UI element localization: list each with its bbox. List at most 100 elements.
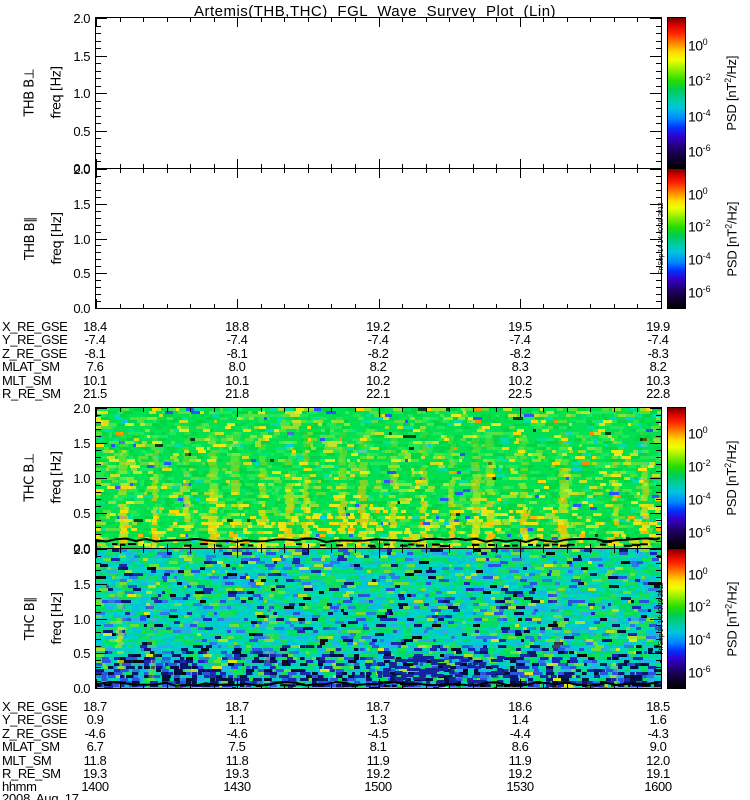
colorbar-tick-label: 10-6 [688, 143, 711, 160]
row-value: 19.2 [366, 766, 390, 781]
row-value: 6.7 [86, 739, 104, 755]
freq-tick-label: 0.5 [73, 646, 90, 662]
row-value: 22.5 [508, 386, 532, 401]
colorbar-tick-exponent: -4 [702, 251, 711, 262]
y-axis-sublabel-thc-bpar: freq [Hz] [49, 591, 65, 645]
colorbar-tick-base: 10 [688, 458, 703, 475]
row-value: 8.0 [228, 359, 246, 375]
colorbar-tick-exponent: -2 [702, 598, 711, 609]
row-value: 19.5 [508, 319, 532, 334]
y-axis-label-thb-bperp: THB B⊥ [22, 68, 38, 117]
date-label: 2008 Aug 17 [2, 791, 79, 800]
row-label-r_re_sm: R_RE_SM [2, 386, 61, 401]
y-axis-sublabel-thc-bperp: freq [Hz] [49, 451, 65, 504]
freq-tick-label: 2.0 [73, 542, 90, 557]
row-value: -7.4 [509, 332, 531, 348]
row-value: 0.9 [86, 712, 104, 728]
colorbar-tick-exponent: -6 [702, 283, 711, 294]
freq-tick-label: 1.0 [73, 471, 90, 486]
freq-tick-label: 2.0 [73, 162, 90, 177]
row-value: 10.2 [508, 372, 532, 388]
row-value: 8.1 [369, 739, 387, 755]
row-value: 10.3 [646, 372, 670, 388]
row-value: 11.9 [366, 752, 390, 768]
row-value: 7.6 [86, 359, 104, 375]
colorbar-tick-base: 10 [688, 218, 703, 235]
row-value: 18.8 [225, 319, 249, 334]
row-value: 11.8 [83, 752, 107, 768]
colorbar-tick-label: 100 [688, 37, 708, 54]
colorbar-tick-label: 10-6 [688, 284, 711, 301]
colorbar-tick-base: 10 [688, 108, 703, 125]
row-value: -4.3 [647, 725, 669, 741]
colorbar-tick-exponent: 0 [702, 424, 708, 435]
colorbar-psd-label-part: PSD [nT [724, 82, 740, 131]
creation-timestamp: Fri Sep 14 14:40:16 2012 [658, 202, 665, 274]
y-axis-sublabel-thb-bperp: freq [Hz] [49, 66, 65, 119]
row-value: 12.0 [646, 752, 670, 768]
colorbar-thb-bperp [667, 17, 686, 169]
row-value: 19.9 [646, 319, 670, 334]
row-value: 9.0 [649, 739, 667, 755]
row-value: 1.1 [228, 712, 246, 728]
colorbar-tick-label: 10-2 [688, 598, 711, 615]
colorbar-psd-label-part: /Hz] [724, 440, 740, 464]
plot-title: Artemis(THB,THC) FGL Wave Survey Plot (L… [193, 3, 557, 20]
colorbar-psd-label-part: 2 [722, 463, 733, 468]
colorbar-tick-label: 10-2 [688, 458, 711, 475]
y-axis-label-thc-bperp: THC B⊥ [22, 453, 38, 502]
colorbar-tick-label: 10-6 [688, 524, 711, 541]
row-label-mlat_sm: MLAT_SM [2, 359, 60, 375]
y-axis-label-thb-bpar: THB B∥ [22, 216, 38, 260]
panel-thb-bpar [95, 168, 662, 309]
row-value: -4.5 [367, 725, 389, 741]
freq-tick-label: 0.5 [73, 266, 90, 282]
colorbar-psd-label-part: 2 [722, 78, 733, 83]
colorbar-tick-base: 10 [688, 143, 703, 160]
row-value: 21.8 [225, 386, 249, 401]
colorbar-psd-label-part: /Hz] [724, 55, 740, 79]
colorbar-tick-exponent: 0 [702, 185, 708, 196]
colorbar-psd-label-part: /Hz] [724, 201, 740, 224]
freq-tick-label: 1.5 [73, 576, 90, 592]
row-value: 18.6 [508, 699, 532, 714]
colorbar-psd-label-part: 2 [722, 223, 733, 229]
row-value: 19.2 [508, 766, 532, 781]
colorbar-thc-bpar [667, 548, 686, 689]
colorbar-tick-exponent: -6 [702, 663, 711, 674]
row-value: 19.3 [225, 766, 249, 781]
row-label-z_re_gse: Z_RE_GSE [2, 725, 67, 741]
colorbar-psd-label-thb-bpar: PSD [nT2/Hz] [723, 168, 739, 309]
row-label-x_re_gse: X_RE_GSE [2, 319, 68, 334]
colorbar-tick-label: 10-6 [688, 664, 711, 681]
colorbar-tick-exponent: -2 [702, 457, 711, 468]
row-value: 22.1 [366, 386, 390, 401]
colorbar-tick-label: 10-4 [688, 631, 711, 648]
colorbar-psd-label-part: 2 [722, 603, 733, 609]
row-value: 10.2 [366, 372, 390, 388]
row-value: 7.5 [228, 739, 246, 755]
row-value: 10.1 [83, 372, 107, 388]
freq-tick-label: 0.0 [73, 681, 90, 696]
row-label-mlat_sm: MLAT_SM [2, 739, 60, 755]
row-value: 1530 [506, 779, 534, 795]
colorbar-tick-base: 10 [688, 598, 703, 615]
row-value: -8.2 [367, 345, 389, 361]
panel-thc-bperp [95, 407, 662, 549]
colorbar-tick-base: 10 [688, 491, 703, 508]
row-label-x_re_gse: X_RE_GSE [2, 699, 68, 714]
freq-tick-label: 0.0 [73, 301, 90, 316]
row-value: 1.6 [649, 712, 667, 728]
row-value: 18.7 [225, 699, 249, 714]
freq-tick-label: 1.5 [73, 436, 90, 451]
freq-tick-label: 1.0 [73, 231, 90, 247]
spectrogram-canvas-thc-bperp [95, 407, 662, 549]
freq-tick-label: 1.5 [73, 196, 90, 212]
freq-tick-label: 0.0 [73, 161, 90, 176]
colorbar-tick-label: 10-2 [688, 72, 711, 89]
freq-tick-label: 0.5 [73, 506, 90, 521]
row-value: 22.8 [646, 386, 670, 401]
row-value: -4.6 [226, 725, 248, 741]
row-value: -4.4 [509, 725, 531, 741]
row-label-z_re_gse: Z_RE_GSE [2, 345, 67, 361]
